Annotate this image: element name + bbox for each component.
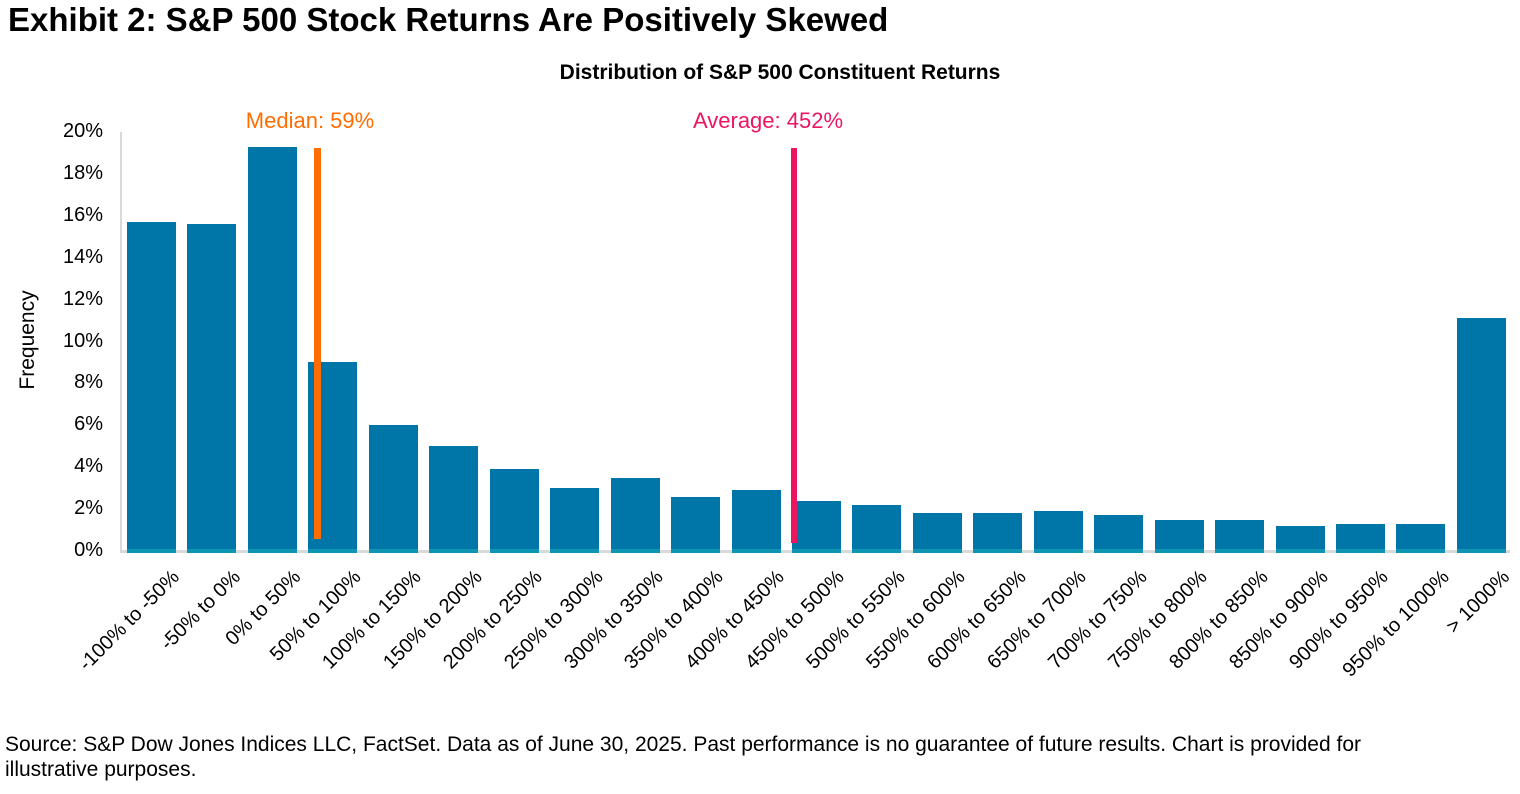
bar	[1034, 511, 1083, 553]
bar-base-strip	[429, 549, 478, 553]
bar	[127, 222, 176, 553]
y-axis-tick-label: 20%	[62, 120, 103, 142]
y-axis-tick-label: 12%	[62, 287, 103, 310]
bar-base-strip	[1457, 549, 1506, 553]
x-axis-tick-label: > 1000%	[1442, 566, 1514, 638]
source-note: Source: S&P Dow Jones Indices LLC, FactS…	[5, 733, 1362, 781]
bar	[1336, 524, 1385, 553]
y-axis-tick-label: 16%	[62, 203, 103, 226]
bar-base-strip	[1094, 549, 1143, 553]
bar-base-strip	[732, 549, 781, 553]
bar-base-strip	[550, 549, 599, 553]
chart-title: Distribution of S&P 500 Constituent Retu…	[559, 61, 1001, 84]
bar-base-strip	[127, 549, 176, 553]
bar	[611, 478, 660, 553]
bar	[1215, 520, 1264, 553]
bar-base-strip	[187, 549, 236, 553]
bar-base-strip	[490, 549, 539, 553]
bar	[490, 469, 539, 553]
bar-base-strip	[792, 549, 841, 553]
y-axis-tick-label: 6%	[74, 413, 103, 436]
x-axis-tick-label: -100% to -50%	[74, 566, 185, 676]
y-axis-tick-label: 2%	[74, 497, 103, 520]
y-axis-tick-label: 10%	[62, 329, 103, 352]
bar-base-strip	[308, 549, 357, 553]
average-line	[791, 148, 797, 543]
average-label: Average: 452%	[692, 108, 844, 133]
bar	[913, 513, 962, 553]
median-label: Median: 59%	[245, 108, 375, 133]
bar	[1094, 515, 1143, 553]
bar-base-strip	[973, 549, 1022, 553]
bar	[248, 147, 297, 553]
y-axis-line	[120, 132, 122, 553]
x-axis-tick-label: 950% to 1000%	[1338, 566, 1454, 682]
exhibit-title: Exhibit 2: S&P 500 Stock Returns Are Pos…	[8, 1, 889, 38]
bar	[1276, 526, 1325, 553]
y-axis-tick-label: 8%	[74, 371, 103, 394]
bar-base-strip	[671, 549, 720, 553]
bar	[1155, 520, 1204, 553]
bar	[550, 488, 599, 553]
bar-base-strip	[913, 549, 962, 553]
bar	[671, 497, 720, 553]
bar-base-strip	[1396, 549, 1445, 553]
bar	[732, 490, 781, 553]
bar	[973, 513, 1022, 553]
median-line	[314, 148, 321, 539]
bar-base-strip	[1155, 549, 1204, 553]
bar	[792, 501, 841, 553]
y-axis-tick-label: 4%	[74, 455, 103, 478]
bar	[1396, 524, 1445, 553]
y-axis-tick-label: 14%	[62, 245, 103, 268]
bar	[429, 446, 478, 553]
bar	[187, 224, 236, 553]
bar-base-strip	[248, 549, 297, 553]
y-axis-tick-label: 18%	[62, 161, 103, 184]
bar-base-strip	[1336, 549, 1385, 553]
bar	[852, 505, 901, 553]
bar-base-strip	[1215, 549, 1264, 553]
bar-base-strip	[852, 549, 901, 553]
bar-base-strip	[1034, 549, 1083, 553]
bar-base-strip	[611, 549, 660, 553]
bar-base-strip	[1276, 549, 1325, 553]
bar	[1457, 318, 1506, 553]
bar-base-strip	[369, 549, 418, 553]
bar	[369, 425, 418, 553]
y-axis-tick-label: 0%	[74, 539, 103, 561]
